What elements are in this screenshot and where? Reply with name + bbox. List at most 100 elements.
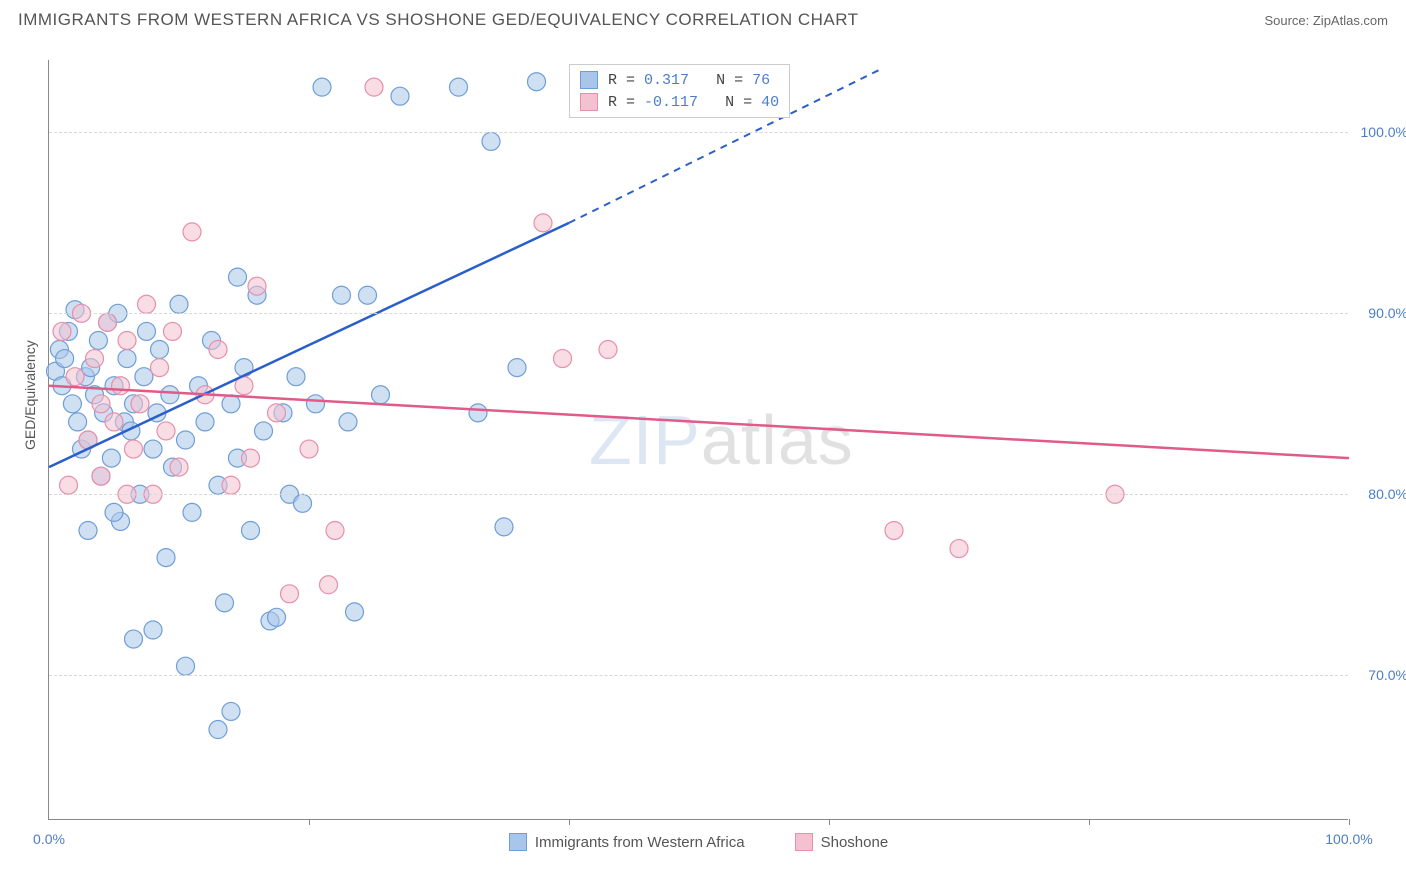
data-point <box>164 322 182 340</box>
x-tick-mark <box>1349 819 1350 825</box>
data-point <box>131 395 149 413</box>
data-point <box>255 422 273 440</box>
data-point <box>242 521 260 539</box>
data-point <box>69 413 87 431</box>
grid-line-h <box>49 494 1348 495</box>
source-attribution: Source: ZipAtlas.com <box>1264 13 1388 28</box>
data-point <box>89 331 107 349</box>
data-point <box>183 223 201 241</box>
data-point <box>229 268 247 286</box>
n-value-1: 76 <box>752 72 770 89</box>
data-point <box>372 386 390 404</box>
data-point <box>118 331 136 349</box>
data-point <box>53 322 71 340</box>
data-point <box>450 78 468 96</box>
data-point <box>92 467 110 485</box>
data-point <box>157 549 175 567</box>
y-tick-label: 70.0% <box>1358 667 1406 683</box>
data-point <box>92 395 110 413</box>
data-point <box>105 413 123 431</box>
data-point <box>86 350 104 368</box>
data-point <box>313 78 331 96</box>
data-point <box>482 132 500 150</box>
r-label-1: R = <box>608 72 635 89</box>
y-axis-label: GED/Equivalency <box>22 340 38 450</box>
data-point <box>170 295 188 313</box>
data-point <box>528 73 546 91</box>
data-point <box>135 368 153 386</box>
data-point <box>177 657 195 675</box>
data-point <box>161 386 179 404</box>
x-tick-label: 100.0% <box>1325 831 1372 847</box>
data-point <box>300 440 318 458</box>
data-point <box>118 350 136 368</box>
r-label-2: R = <box>608 94 635 111</box>
chart-plot-area: ZIPatlas R = 0.317 N = 76 R = -0.117 N =… <box>48 60 1348 820</box>
x-tick-label: 0.0% <box>33 831 65 847</box>
legend-item-series1: Immigrants from Western Africa <box>509 833 745 851</box>
data-point <box>599 341 617 359</box>
y-tick-label: 90.0% <box>1358 305 1406 321</box>
swatch-bottom-2 <box>795 833 813 851</box>
legend-row-series1: R = 0.317 N = 76 <box>580 69 779 91</box>
data-point <box>56 350 74 368</box>
data-point <box>79 521 97 539</box>
data-point <box>346 603 364 621</box>
data-point <box>281 585 299 603</box>
data-point <box>157 422 175 440</box>
data-point <box>885 521 903 539</box>
data-point <box>287 368 305 386</box>
source-label: Source: <box>1264 13 1312 28</box>
data-point <box>359 286 377 304</box>
chart-svg <box>49 60 1348 819</box>
data-point <box>320 576 338 594</box>
data-point <box>950 540 968 558</box>
data-point <box>66 368 84 386</box>
data-point <box>177 431 195 449</box>
data-point <box>183 503 201 521</box>
data-point <box>151 341 169 359</box>
data-point <box>112 377 130 395</box>
data-point <box>138 295 156 313</box>
data-point <box>248 277 266 295</box>
data-point <box>554 350 572 368</box>
x-tick-mark <box>829 819 830 825</box>
data-point <box>99 313 117 331</box>
legend-row-series2: R = -0.117 N = 40 <box>580 91 779 113</box>
correlation-legend: R = 0.317 N = 76 R = -0.117 N = 40 <box>569 64 790 118</box>
legend-label-2: Shoshone <box>821 834 889 851</box>
trend-line <box>49 386 1349 458</box>
data-point <box>209 721 227 739</box>
swatch-bottom-1 <box>509 833 527 851</box>
data-point <box>391 87 409 105</box>
grid-line-h <box>49 132 1348 133</box>
swatch-series1 <box>580 71 598 89</box>
data-point <box>222 702 240 720</box>
data-point <box>333 286 351 304</box>
data-point <box>222 395 240 413</box>
legend-label-1: Immigrants from Western Africa <box>535 834 745 851</box>
data-point <box>144 621 162 639</box>
data-point <box>102 449 120 467</box>
data-point <box>222 476 240 494</box>
n-label-1: N = <box>716 72 743 89</box>
bottom-legend: Immigrants from Western Africa Shoshone <box>49 833 1348 851</box>
n-value-2: 40 <box>761 94 779 111</box>
data-point <box>469 404 487 422</box>
data-point <box>125 630 143 648</box>
data-point <box>294 494 312 512</box>
r-value-1: 0.317 <box>644 72 689 89</box>
swatch-series2 <box>580 93 598 111</box>
data-point <box>339 413 357 431</box>
data-point <box>216 594 234 612</box>
n-label-2: N = <box>725 94 752 111</box>
data-point <box>495 518 513 536</box>
data-point <box>125 440 143 458</box>
chart-title: IMMIGRANTS FROM WESTERN AFRICA VS SHOSHO… <box>18 10 859 30</box>
data-point <box>144 440 162 458</box>
grid-line-h <box>49 675 1348 676</box>
data-point <box>138 322 156 340</box>
grid-line-h <box>49 313 1348 314</box>
data-point <box>105 503 123 521</box>
y-tick-label: 100.0% <box>1358 124 1406 140</box>
